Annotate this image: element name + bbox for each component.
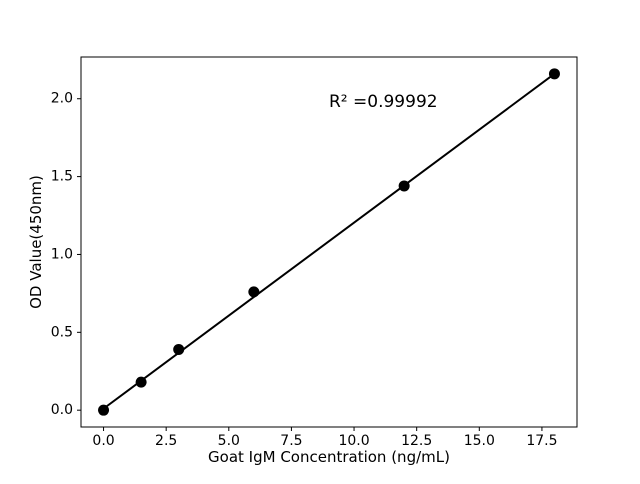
x-tick-label: 2.5: [155, 433, 177, 449]
y-tick-label: 1.0: [51, 246, 73, 262]
y-tick-label: 2.0: [51, 91, 73, 107]
x-axis-label: Goat IgM Concentration (ng/mL): [208, 448, 450, 466]
data-point: [548, 68, 560, 80]
data-point: [98, 404, 110, 416]
data-point: [173, 343, 185, 355]
x-tick-label: 10.0: [338, 433, 369, 449]
y-tick-label: 0.5: [51, 324, 73, 340]
x-tick-label: 0.0: [92, 433, 114, 449]
data-point: [398, 180, 410, 192]
x-tick-label: 12.5: [401, 433, 432, 449]
y-tick-label: 0.0: [51, 402, 73, 418]
r-squared-annotation: R² =0.99992: [329, 92, 438, 112]
x-tick-label: 17.5: [526, 433, 557, 449]
y-tick-label: 1.5: [51, 169, 73, 185]
x-tick-label: 5.0: [218, 433, 240, 449]
x-tick-label: 7.5: [280, 433, 302, 449]
y-axis-label: OD Value(450nm): [27, 175, 45, 309]
data-point: [248, 286, 260, 298]
data-point: [135, 376, 147, 388]
x-tick-label: 15.0: [464, 433, 495, 449]
